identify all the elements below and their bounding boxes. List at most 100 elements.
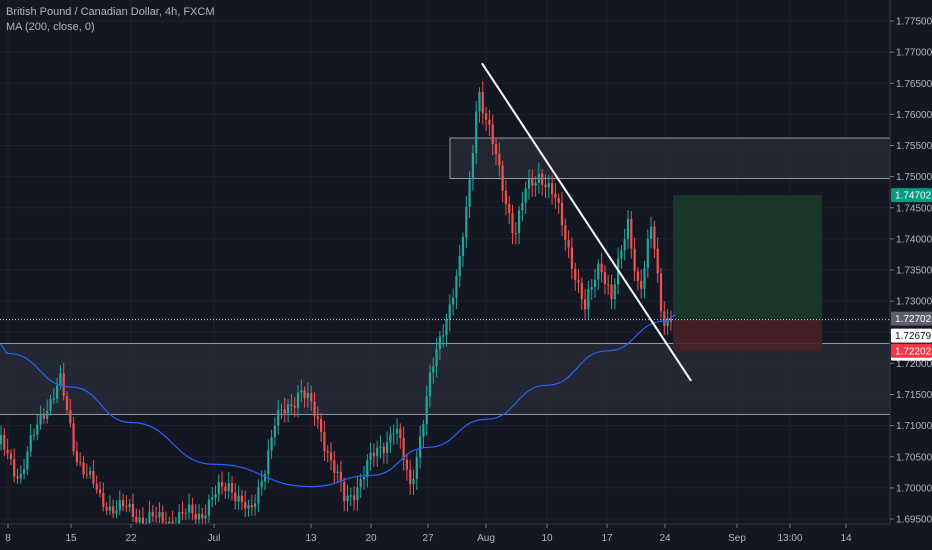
price-tick-label: 1.75000 [896, 172, 932, 183]
price-tick-label: 1.71500 [896, 390, 932, 401]
candle-body [610, 284, 613, 300]
candle-body [234, 492, 237, 502]
candle-body [465, 206, 468, 238]
candle-body [254, 503, 257, 508]
candle-body [656, 248, 659, 274]
candle-body [194, 513, 197, 520]
candle-body [343, 481, 346, 501]
zones [0, 137, 891, 415]
time-tick-label: 27 [422, 533, 434, 544]
time-tick-label: 15 [65, 533, 77, 544]
candle-body [237, 495, 240, 502]
candle-body [534, 182, 537, 186]
candle-body [89, 470, 92, 475]
candle-body [257, 486, 260, 504]
candle-body [584, 299, 587, 310]
candle-body [544, 184, 547, 188]
candle-body [409, 469, 412, 485]
candle-body [399, 428, 402, 438]
candle-body [273, 425, 276, 438]
time-tick-label: 17 [601, 533, 613, 544]
candle-body [597, 263, 600, 280]
candle-body [366, 460, 369, 478]
candle-body [613, 284, 616, 300]
candle-body [593, 279, 597, 288]
candle-body [293, 405, 296, 408]
candle-body [102, 493, 105, 507]
candle-body [564, 225, 567, 240]
time-axis[interactable]: 8 15 22 Jul 13 20 27 Aug 10 17 24 Sep 13:00 14 [0, 523, 890, 550]
candle-body [23, 469, 26, 474]
candle-body [323, 432, 326, 452]
stop-area[interactable] [673, 319, 822, 351]
candle-body [263, 473, 267, 482]
candle-body [435, 348, 438, 367]
support-zone[interactable] [0, 342, 891, 415]
candle-body [280, 409, 283, 411]
candle-body [405, 459, 408, 470]
candle-body [626, 218, 630, 240]
candle-body [6, 449, 9, 454]
position-tool[interactable] [673, 195, 822, 351]
candle-body [82, 462, 85, 475]
candle-body [42, 415, 45, 419]
candle-body [230, 483, 234, 493]
candle-body [26, 451, 29, 470]
current-price-label-bg [891, 311, 932, 326]
candle-body [290, 404, 293, 406]
price-tick-label: 1.70000 [896, 483, 932, 494]
candle-body [46, 410, 49, 419]
candle-body [623, 239, 626, 251]
candle-body [244, 501, 247, 509]
candle-body [633, 248, 636, 272]
candle-body [339, 471, 342, 482]
trendline[interactable] [481, 62, 692, 382]
candle-body [105, 506, 108, 511]
indicator-label[interactable]: MA (200, close, 0) [6, 21, 95, 33]
candle-body [135, 516, 138, 522]
candle-body [227, 483, 230, 492]
candle-body [643, 268, 646, 289]
candle-body [221, 482, 224, 487]
candle-body [141, 517, 144, 526]
candle-body [382, 446, 385, 454]
price-tick-label: 1.76500 [896, 79, 932, 90]
price-axis[interactable]: 1.77500 1.77000 1.76500 1.76000 1.75500 1.750… [889, 0, 932, 550]
candle-body [501, 165, 504, 191]
price-axis-bg [890, 0, 932, 550]
candle-body [402, 437, 405, 460]
candle-body [207, 499, 210, 516]
candle-body [108, 506, 111, 511]
price-tick-label: 1.74500 [896, 203, 932, 214]
candle-body [224, 486, 227, 492]
time-tick-label: 22 [125, 533, 137, 544]
candle-body [283, 409, 286, 414]
candle-body [161, 512, 164, 523]
candle-body [646, 238, 649, 269]
price-tick-label: 1.72000 [896, 359, 932, 370]
resistance-zone[interactable] [449, 137, 891, 179]
candle-body [95, 483, 98, 490]
candle-body [191, 504, 194, 514]
price-tick-label: 1.74000 [896, 234, 932, 245]
candle-body [204, 515, 207, 519]
symbol-title[interactable]: British Pound / Canadian Dollar, 4h, FXC… [6, 6, 215, 18]
candle-body [181, 512, 184, 514]
candle-body [36, 424, 39, 435]
candle-body [389, 434, 392, 443]
candle-body [527, 178, 531, 189]
last-price-label: 1.72679 [895, 331, 932, 342]
candle-body [125, 506, 128, 508]
candle-body [201, 513, 204, 519]
target-area[interactable] [673, 195, 822, 320]
candle-body [494, 143, 498, 155]
price-tick-label: 1.77000 [896, 48, 932, 59]
candle-body [508, 204, 511, 214]
candle-body [353, 495, 356, 501]
trendline-group[interactable] [481, 62, 692, 382]
candle-body [346, 495, 349, 501]
candle-body [72, 423, 75, 452]
candle-body [666, 318, 669, 326]
time-tick-label: 8 [5, 533, 11, 544]
